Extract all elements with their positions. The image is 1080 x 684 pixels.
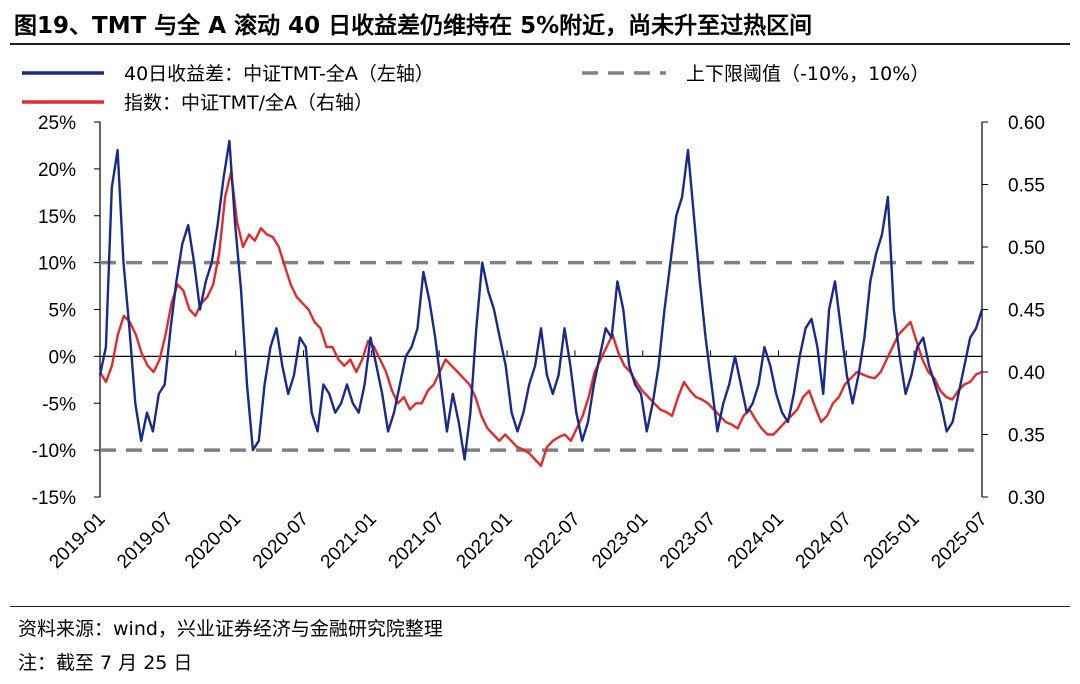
- x-axis-tick-label: 2020-01: [181, 509, 245, 573]
- x-axis-tick-label: 2024-07: [792, 509, 856, 573]
- legend-label-spread: 40日收益差：中证TMT-全A（左轴）: [124, 63, 434, 85]
- source-note: 资料来源：wind，兴业证券经济与金融研究院整理: [18, 618, 443, 640]
- legend-label-ratio: 指数：中证TMT/全A（右轴）: [124, 92, 373, 114]
- right-axis-tick-label: 0.50: [1008, 238, 1045, 259]
- spread-series-line: [98, 139, 984, 461]
- right-axis-tick-label: 0.55: [1008, 176, 1045, 197]
- right-axis-tick-label: 0.45: [1008, 301, 1045, 322]
- left-axis-tick-label: 20%: [38, 160, 76, 181]
- tmt-spread-chart: 40日收益差：中证TMT-全A（左轴） 上下限阈值（-10%，10%） 指数：中…: [22, 63, 1045, 573]
- x-axis-tick-label: 2022-07: [520, 509, 584, 573]
- left-axis-tick-label: -15%: [32, 488, 76, 509]
- x-axis-tick-label: 2025-07: [927, 509, 991, 573]
- right-axis-tick-label: 0.30: [1008, 488, 1045, 509]
- left-axis-tick-label: 25%: [38, 113, 76, 134]
- x-axis-tick-label: 2023-07: [656, 509, 720, 573]
- left-axis-tick-label: 10%: [38, 254, 76, 275]
- x-axis-tick-label: 2020-07: [249, 509, 313, 573]
- right-axis-tick-label: 0.60: [1008, 113, 1045, 134]
- legend-label-threshold: 上下限阈值（-10%，10%）: [686, 63, 929, 85]
- ratio-series-line: [98, 170, 983, 467]
- plot-area: 25% 20% 15% 10% 5% 0% -5% -10% -15% 0.60 0.55 0.50 0…: [32, 113, 1045, 573]
- footer-divider: [10, 606, 1070, 607]
- legend: 40日收益差：中证TMT-全A（左轴） 上下限阈值（-10%，10%） 指数：中…: [22, 63, 929, 114]
- left-axis-tick-label: -10%: [32, 441, 76, 462]
- x-axis-tick-label: 2019-07: [113, 509, 177, 573]
- left-axis-tick-label: -5%: [42, 394, 76, 415]
- x-axis-tick-label: 2025-01: [860, 509, 924, 573]
- x-axis-tick-label: 2022-01: [452, 509, 516, 573]
- x-axis-tick-label: 2019-01: [45, 509, 109, 573]
- x-axis-tick-label: 2024-01: [724, 509, 788, 573]
- title-divider: [10, 43, 1070, 45]
- left-axis-tick-label: 15%: [38, 207, 76, 228]
- right-axis-tick-label: 0.40: [1008, 363, 1045, 384]
- x-axis-tick-label: 2023-01: [588, 509, 652, 573]
- x-axis-tick-label: 2021-07: [385, 509, 449, 573]
- left-axis-tick-label: 5%: [49, 301, 77, 322]
- date-note: 注：截至 7 月 25 日: [18, 652, 193, 674]
- left-axis-tick-label: 0%: [49, 347, 77, 368]
- x-axis-tick-label: 2021-01: [317, 509, 381, 573]
- right-axis-tick-label: 0.35: [1008, 426, 1045, 447]
- figure-title: 图19、TMT 与全 A 滚动 40 日收益差仍维持在 5%附近，尚未升至过热区…: [14, 13, 813, 39]
